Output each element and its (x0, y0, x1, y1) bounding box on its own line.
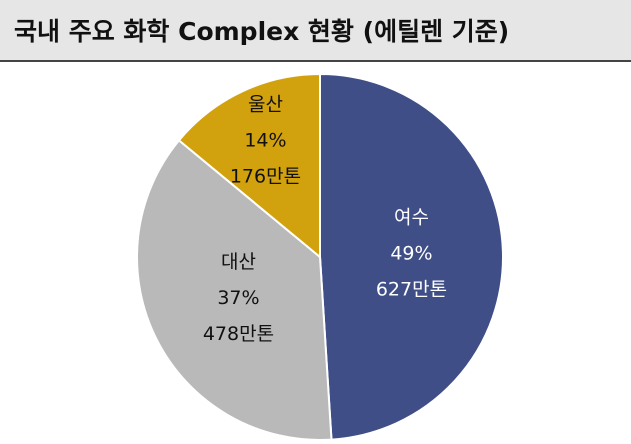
pie-slice (319, 72, 504, 441)
chart-title: 국내 주요 화학 Complex 현황 (에틸렌 기준) (14, 17, 509, 46)
slice-capacity: 176만톤 (230, 166, 301, 188)
slice-percent: 14% (244, 130, 286, 152)
title-band (0, 0, 631, 60)
slice-percent: 49% (390, 243, 432, 265)
slice-name: 여수 (394, 207, 429, 229)
slice-capacity: 627만톤 (376, 279, 447, 301)
slice-name: 울산 (248, 94, 283, 116)
pie-slice (136, 138, 333, 441)
slice-name: 대산 (221, 251, 256, 273)
slice-percent: 37% (217, 287, 259, 309)
pie-slice (177, 72, 321, 260)
slice-capacity: 478만톤 (203, 323, 274, 345)
